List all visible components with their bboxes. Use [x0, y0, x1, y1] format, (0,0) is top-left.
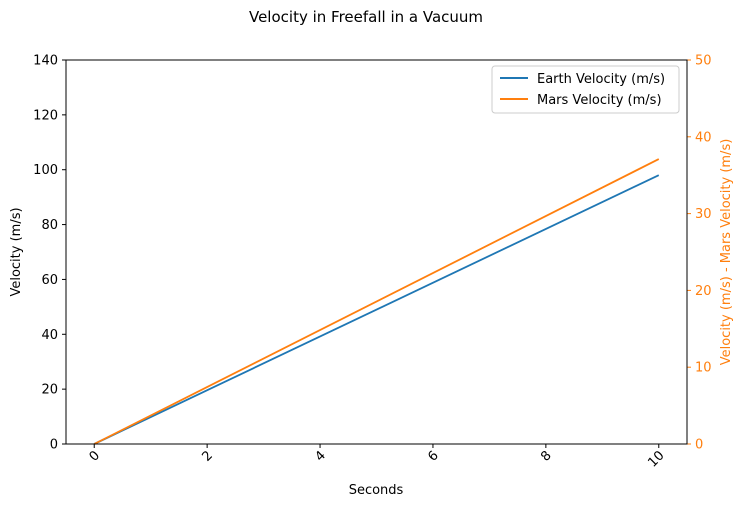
plot-area — [66, 60, 687, 444]
y-axis-label: Velocity (m/s) — [9, 207, 24, 296]
y2-tick-label: 40 — [695, 130, 712, 145]
series-lines — [93, 158, 660, 445]
y-tick-label: 20 — [41, 383, 58, 398]
y2-tick-label: 20 — [695, 284, 712, 299]
y-tick-label: 40 — [41, 328, 58, 343]
x-tick-label: 10 — [645, 448, 667, 470]
y-axis-right: 0 10 20 30 40 50 — [687, 54, 712, 453]
y2-axis-label: Velocity (m/s) - Mars Velocity (m/s) — [719, 139, 734, 366]
y-tick-label: 0 — [50, 438, 58, 453]
y-axis-left: 0 20 40 60 80 100 120 140 — [33, 54, 66, 453]
x-axis-label: Seconds — [349, 483, 404, 498]
x-axis: 0 2 4 6 8 10 — [87, 444, 668, 471]
legend: Earth Velocity (m/s) Mars Velocity (m/s) — [491, 65, 680, 114]
legend-box — [491, 65, 680, 114]
y-tick-label: 80 — [41, 218, 58, 233]
plot-frame — [65, 59, 688, 445]
series-line-mars — [93, 158, 660, 445]
y2-tick-label: 50 — [695, 54, 712, 69]
x-tick-label: 6 — [425, 448, 441, 464]
legend-label-mars: Mars Velocity (m/s) — [537, 93, 662, 108]
y2-tick-label: 0 — [695, 438, 703, 453]
chart-title: Velocity in Freefall in a Vacuum — [249, 8, 483, 26]
x-tick-label: 0 — [87, 448, 103, 464]
x-tick-label: 4 — [312, 448, 328, 464]
y-tick-label: 140 — [33, 54, 58, 69]
y-tick-label: 120 — [33, 108, 58, 123]
y-tick-label: 60 — [41, 273, 58, 288]
y2-tick-label: 10 — [695, 361, 712, 376]
series-line-earth — [93, 174, 660, 445]
y2-tick-label: 30 — [695, 207, 712, 222]
y-tick-label: 100 — [33, 163, 58, 178]
x-tick-label: 2 — [200, 448, 216, 464]
x-tick-label: 8 — [538, 448, 554, 464]
legend-label-earth: Earth Velocity (m/s) — [537, 72, 665, 87]
